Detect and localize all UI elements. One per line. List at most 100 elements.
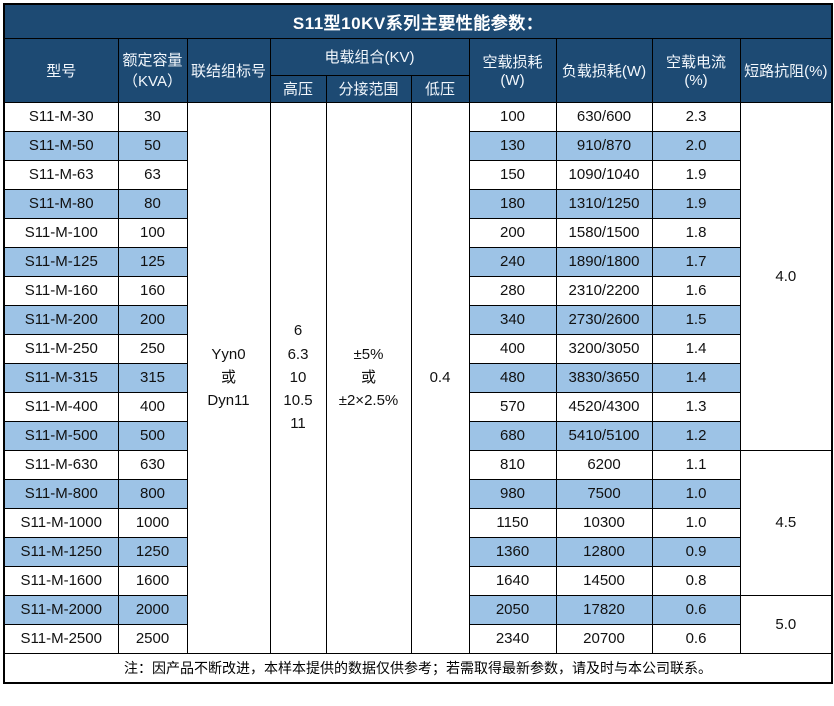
col-header-voltage-combination: 电载组合(KV) [269,37,470,76]
cell-no-load-loss: 1640 [468,565,557,596]
col-header-capacity: 额定容量 （KVA） [117,37,188,103]
table-row: S11-M-30 30 Yyn0 或 Dyn11 6 6.3 10 10.5 11 ±5… [3,101,833,654]
cell-model: S11-M-315 [3,362,119,393]
cell-capacity: 30 [117,101,188,132]
cell-no-load-loss: 810 [468,449,557,480]
cell-no-load-loss: 180 [468,188,557,219]
cell-capacity: 1000 [117,507,188,538]
cell-model: S11-M-1600 [3,565,119,596]
cell-load-loss: 1090/1040 [555,159,653,190]
cell-no-load-loss: 570 [468,391,557,422]
table-row: S11-M-63 63 150 1090/1040 1.9 [3,159,832,190]
table-row: S11-M-630 630 810 6200 1.1 4.5 [3,449,833,596]
cell-capacity: 100 [117,217,188,248]
cell-no-load-loss: 130 [468,130,557,161]
table-row: S11-M-1600 1600 1640 14500 0.8 [3,565,832,596]
cell-no-load-current: 1.1 [651,449,741,480]
cell-no-load-current: 1.9 [651,159,741,190]
cell-load-loss: 20700 [555,623,653,654]
table-row: S11-M-400 400 570 4520/4300 1.3 [3,391,832,422]
cell-model: S11-M-80 [3,188,119,219]
cell-no-load-current: 0.9 [651,536,741,567]
cell-load-loss: 6200 [555,449,653,480]
col-header-model: 型号 [3,37,119,103]
cell-capacity: 500 [117,420,188,451]
cell-load-loss: 1310/1250 [555,188,653,219]
cell-no-load-loss: 100 [468,101,557,132]
cell-no-load-current: 0.8 [651,565,741,596]
cell-load-loss: 630/600 [555,101,653,132]
table-row: S11-M-100 100 200 1580/1500 1.8 [3,217,832,248]
cell-no-load-loss: 240 [468,246,557,277]
cell-load-loss: 1580/1500 [555,217,653,248]
table-row: S11-M-1250 1250 1360 12800 0.9 [3,536,832,567]
table-row: S11-M-315 315 480 3830/3650 1.4 [3,362,832,393]
cell-no-load-current: 1.4 [651,362,741,393]
cell-load-loss: 4520/4300 [555,391,653,422]
cell-model: S11-M-500 [3,420,119,451]
col-header-connection-group: 联结组标号 [186,37,271,103]
cell-capacity: 160 [117,275,188,306]
cell-no-load-current: 1.4 [651,333,741,364]
cell-model: S11-M-100 [3,217,119,248]
cell-no-load-loss: 280 [468,275,557,306]
cell-impedance: 4.0 [739,101,833,451]
cell-capacity: 400 [117,391,188,422]
header-row-1: 型号 额定容量 （KVA） 联结组标号 电载组合(KV) 空载损耗(W) 负载损… [3,37,833,103]
table-row: S11-M-160 160 280 2310/2200 1.6 [3,275,832,306]
cell-capacity: 63 [117,159,188,190]
cell-no-load-loss: 150 [468,159,557,190]
cell-model: S11-M-2000 [3,594,119,625]
cell-capacity: 315 [117,362,188,393]
cell-model: S11-M-1250 [3,536,119,567]
cell-impedance: 4.5 [739,449,833,596]
cell-capacity: 1250 [117,536,188,567]
note-row: 注：因产品不断改进，本样本提供的数据仅供参考；若需取得最新参数，请及时与本公司联… [3,652,833,684]
table-row: S11-M-1000 1000 1150 10300 1.0 [3,507,832,538]
cell-capacity: 125 [117,246,188,277]
cell-no-load-loss: 2050 [468,594,557,625]
cell-no-load-loss: 400 [468,333,557,364]
cell-no-load-current: 2.0 [651,130,741,161]
table-row: S11-M-50 50 130 910/870 2.0 [3,130,832,161]
cell-no-load-loss: 480 [468,362,557,393]
cell-load-loss: 10300 [555,507,653,538]
cell-capacity: 2500 [117,623,188,654]
cell-no-load-current: 0.6 [651,594,741,625]
cell-no-load-current: 1.7 [651,246,741,277]
footer-note: 注：因产品不断改进，本样本提供的数据仅供参考；若需取得最新参数，请及时与本公司联… [3,652,833,684]
cell-model: S11-M-63 [3,159,119,190]
cell-model: S11-M-2500 [3,623,119,654]
col-header-low-voltage: 低压 [410,74,470,103]
header-row-2: 高压 分接范围 低压 [4,74,832,103]
table-row: S11-M-2500 2500 2340 20700 0.6 [3,623,832,654]
cell-no-load-loss: 980 [468,478,557,509]
cell-no-load-current: 1.6 [651,275,741,306]
cell-model: S11-M-125 [3,246,119,277]
cell-capacity: 800 [117,478,188,509]
cell-no-load-loss: 340 [468,304,557,335]
cell-load-loss: 7500 [555,478,653,509]
table-row: S11-M-125 125 240 1890/1800 1.7 [3,246,832,277]
cell-load-loss: 1890/1800 [555,246,653,277]
cell-tap-range: ±5% 或 ±2×2.5% [325,101,412,654]
cell-model: S11-M-400 [3,391,119,422]
cell-impedance: 5.0 [739,594,833,654]
cell-model: S11-M-800 [3,478,119,509]
col-header-short-circuit-impedance: 短路抗阻(%) [739,37,833,103]
cell-load-loss: 12800 [555,536,653,567]
cell-no-load-current: 1.0 [651,507,741,538]
cell-no-load-current: 1.0 [651,478,741,509]
table-body: S11-M-30 30 Yyn0 或 Dyn11 6 6.3 10 10.5 11 ±5… [3,101,833,654]
cell-load-loss: 5410/5100 [555,420,653,451]
cell-model: S11-M-250 [3,333,119,364]
cell-no-load-current: 1.2 [651,420,741,451]
table-row: S11-M-800 800 980 7500 1.0 [3,478,832,509]
cell-capacity: 2000 [117,594,188,625]
cell-load-loss: 14500 [555,565,653,596]
cell-no-load-loss: 1150 [468,507,557,538]
cell-capacity: 200 [117,304,188,335]
col-header-no-load-current: 空载电流(%) [651,37,741,103]
cell-capacity: 1600 [117,565,188,596]
